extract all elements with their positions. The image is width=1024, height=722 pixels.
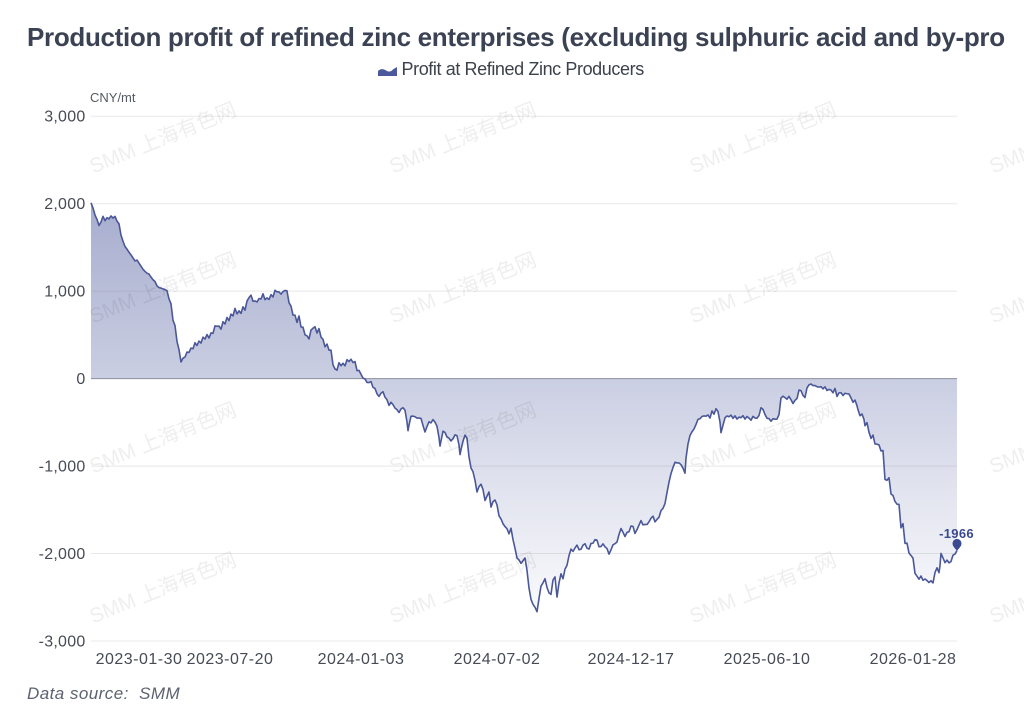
- svg-text:-3,000: -3,000: [39, 633, 86, 650]
- svg-text:2023-07-20: 2023-07-20: [187, 651, 274, 668]
- svg-text:2023-01-30: 2023-01-30: [96, 651, 183, 668]
- svg-text:-1,000: -1,000: [39, 458, 86, 475]
- svg-text:2,000: 2,000: [44, 196, 85, 213]
- svg-text:1,000: 1,000: [44, 283, 85, 300]
- svg-text:2025-06-10: 2025-06-10: [724, 651, 811, 668]
- svg-text:2024-12-17: 2024-12-17: [588, 651, 675, 668]
- svg-text:3,000: 3,000: [44, 109, 85, 126]
- svg-text:2026-01-28: 2026-01-28: [870, 651, 957, 668]
- svg-text:-2,000: -2,000: [39, 546, 86, 563]
- svg-text:-1966: -1966: [939, 526, 974, 541]
- svg-text:0: 0: [76, 371, 85, 388]
- svg-text:2024-01-03: 2024-01-03: [318, 651, 405, 668]
- svg-text:2024-07-02: 2024-07-02: [454, 651, 541, 668]
